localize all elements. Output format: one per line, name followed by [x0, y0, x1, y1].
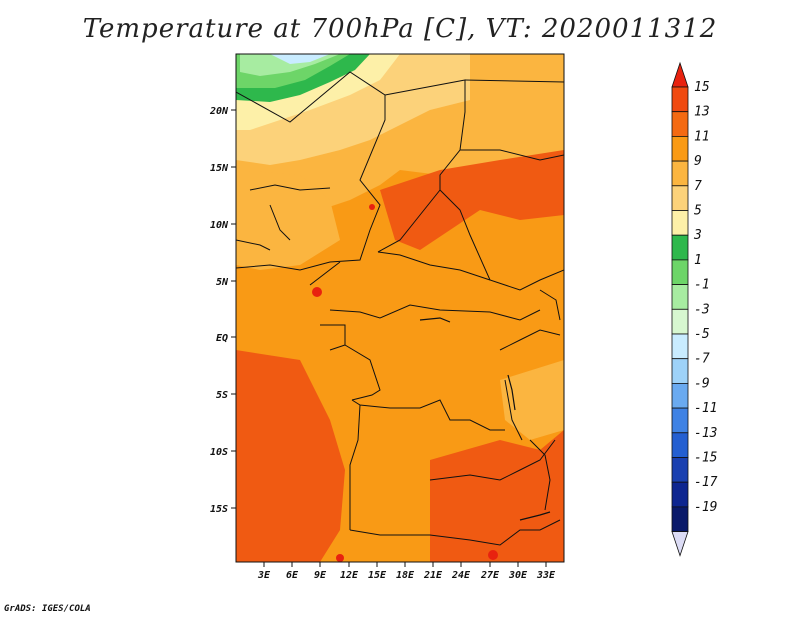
colorbar: 15 13 11 9 7 5 3 1 -1 -3 -5 -7 -9 -11 -13 -15 -17 -19: [671, 61, 718, 557]
colorbar-label: 13: [694, 105, 710, 120]
colorbar-label: -7: [694, 352, 710, 367]
lat-label: 20N: [209, 106, 229, 117]
lon-label: 21E: [423, 570, 443, 581]
lat-label: 5S: [216, 390, 228, 401]
colorbar-label: 3: [693, 228, 702, 243]
longitude-axis: 3E 6E 9E 12E 15E 18E 21E 24E 27E 30E 33E: [257, 562, 556, 581]
colorbar-box: [671, 382, 689, 409]
grads-credit: GrADS: IGES/COLA: [4, 604, 91, 614]
colorbar-box: [671, 457, 689, 483]
plot-frame: [235, 53, 565, 563]
colorbar-label: 5: [694, 204, 702, 219]
colorbar-label: 1: [694, 253, 702, 268]
lon-label: 9E: [314, 570, 327, 581]
colorbar-box: [671, 358, 689, 384]
map-title: Temperature at 700hPa [C], VT: 202001131…: [82, 14, 718, 44]
colorbar-label: 9: [694, 154, 702, 169]
lon-label: 12E: [340, 570, 359, 581]
lat-label: 15S: [210, 504, 228, 515]
colorbar-label: -15: [694, 451, 718, 466]
colorbar-label: -11: [694, 401, 717, 416]
lon-label: 33E: [536, 570, 556, 581]
lakes: [419, 317, 551, 521]
lon-label: 27E: [480, 570, 500, 581]
colorbar-box: [671, 481, 689, 508]
lon-label: 18E: [396, 570, 415, 581]
colorbar-box: [671, 135, 689, 162]
colorbar-box: [671, 86, 689, 113]
lon-label: 24E: [451, 570, 471, 581]
colorbar-box: [671, 506, 689, 532]
latitude-axis: 20N 15N 10N 5N EQ 5S 10S 15S: [209, 106, 236, 515]
colorbar-box: [671, 259, 689, 285]
colorbar-label: 11: [694, 129, 710, 144]
colorbar-label: 7: [694, 179, 702, 194]
lat-label: 15N: [210, 163, 229, 174]
lat-label: 5N: [216, 277, 229, 288]
colorbar-label: -1: [694, 278, 710, 293]
lat-label: 10S: [210, 447, 228, 458]
colorbar-box: [671, 432, 689, 458]
colorbar-label: -19: [694, 500, 717, 515]
colorbar-label: 15: [694, 80, 710, 95]
colorbar-box: [671, 234, 689, 261]
colorbar-box: [671, 185, 689, 211]
lon-label: 3E: [257, 570, 271, 581]
colorbar-top-triangle: [671, 61, 689, 88]
colorbar-box: [671, 284, 689, 310]
colorbar-box: [671, 160, 689, 187]
colorbar-box: [671, 210, 689, 236]
temperature-field: [236, 54, 564, 562]
colorbar-box: [671, 333, 689, 360]
colorbar-label: -17: [694, 475, 718, 490]
colorbar-label: -13: [694, 426, 717, 441]
colorbar-bottom-triangle: [671, 531, 689, 557]
colorbar-box: [671, 111, 689, 137]
colorbar-label: -5: [694, 327, 710, 342]
colorbar-box: [671, 308, 689, 335]
lat-label: 10N: [210, 220, 229, 231]
lon-label: 6E: [286, 570, 299, 581]
colorbar-label: -9: [694, 376, 710, 391]
colorbar-box: [671, 407, 689, 434]
colorbar-label: -3: [694, 302, 710, 317]
lat-label: EQ: [216, 333, 228, 344]
lon-label: 30E: [508, 570, 528, 581]
lon-label: 15E: [368, 570, 387, 581]
country-borders: [236, 71, 564, 546]
